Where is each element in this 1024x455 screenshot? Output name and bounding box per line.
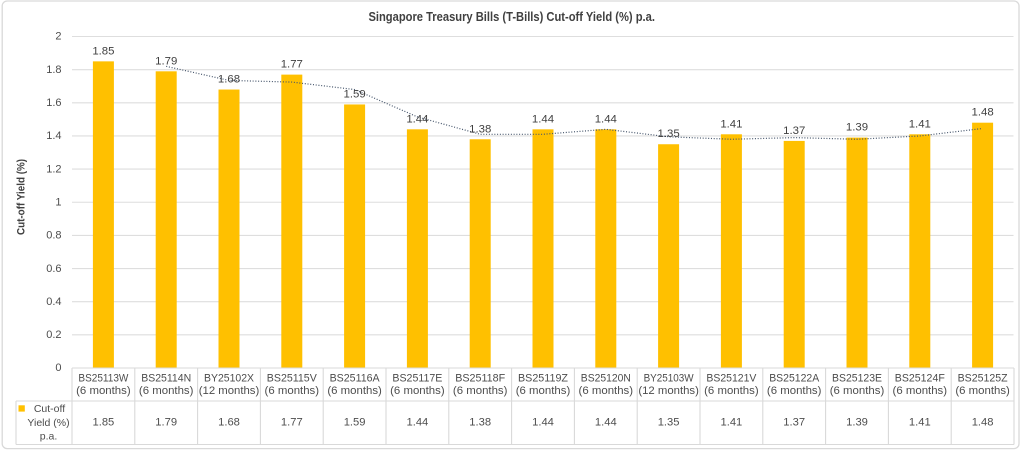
svg-text:(6 months): (6 months) — [139, 385, 194, 397]
svg-text:Yield (%): Yield (%) — [27, 417, 69, 429]
svg-text:(6 months): (6 months) — [767, 385, 822, 397]
svg-text:(6 months): (6 months) — [893, 385, 948, 397]
svg-text:1.2: 1.2 — [46, 163, 61, 175]
svg-text:0.8: 0.8 — [46, 230, 61, 242]
svg-text:1.41: 1.41 — [721, 417, 743, 429]
svg-text:BS25118F: BS25118F — [455, 372, 505, 384]
svg-text:BS25117E: BS25117E — [392, 372, 442, 384]
svg-text:1.8: 1.8 — [46, 64, 61, 76]
svg-text:BS25123E: BS25123E — [832, 372, 882, 384]
svg-text:1.77: 1.77 — [281, 59, 303, 71]
svg-text:(6 months): (6 months) — [327, 385, 382, 397]
svg-text:1.59: 1.59 — [344, 417, 366, 429]
svg-text:BS25119Z: BS25119Z — [518, 372, 568, 384]
svg-text:(6 months): (6 months) — [704, 385, 759, 397]
svg-text:1.38: 1.38 — [469, 417, 491, 429]
svg-text:1.41: 1.41 — [720, 118, 742, 130]
svg-text:1: 1 — [55, 196, 61, 208]
svg-text:BS25122A: BS25122A — [769, 372, 820, 384]
svg-text:1.38: 1.38 — [469, 123, 491, 135]
svg-text:BS25116A: BS25116A — [330, 372, 381, 384]
svg-text:2: 2 — [55, 31, 61, 43]
svg-text:0.2: 0.2 — [46, 329, 61, 341]
svg-text:BS25125Z: BS25125Z — [958, 372, 1008, 384]
svg-text:(6 months): (6 months) — [265, 385, 320, 397]
svg-text:(6 months): (6 months) — [830, 385, 885, 397]
svg-text:1.79: 1.79 — [155, 417, 177, 429]
svg-text:0.4: 0.4 — [46, 296, 61, 308]
svg-text:1.85: 1.85 — [92, 45, 114, 57]
svg-text:(6 months): (6 months) — [390, 385, 445, 397]
svg-text:Singapore Treasury Bills (T-Bi: Singapore Treasury Bills (T-Bills) Cut-o… — [368, 10, 655, 24]
svg-text:BY25102X: BY25102X — [204, 372, 254, 384]
svg-text:1.41: 1.41 — [909, 417, 931, 429]
svg-text:1.4: 1.4 — [46, 130, 61, 142]
svg-text:BS25113W: BS25113W — [78, 372, 129, 384]
svg-text:1.37: 1.37 — [783, 417, 805, 429]
svg-text:BS25120N: BS25120N — [581, 372, 631, 384]
svg-text:p.a.: p.a. — [40, 430, 58, 442]
svg-text:1.68: 1.68 — [218, 417, 240, 429]
svg-text:(12 months): (12 months) — [638, 385, 699, 397]
svg-text:1.6: 1.6 — [46, 97, 61, 109]
svg-text:1.44: 1.44 — [532, 417, 554, 429]
svg-text:1.44: 1.44 — [595, 417, 617, 429]
svg-text:1.85: 1.85 — [93, 417, 115, 429]
svg-text:1.59: 1.59 — [344, 88, 366, 100]
svg-text:(6 months): (6 months) — [579, 385, 634, 397]
svg-text:1.48: 1.48 — [972, 107, 994, 119]
svg-text:1.41: 1.41 — [909, 118, 931, 130]
svg-text:Cut-off: Cut-off — [34, 403, 65, 415]
svg-text:BS25114N: BS25114N — [141, 372, 191, 384]
svg-text:(6 months): (6 months) — [76, 385, 131, 397]
svg-text:1.39: 1.39 — [846, 122, 868, 134]
svg-text:0.6: 0.6 — [46, 263, 61, 275]
svg-text:1.44: 1.44 — [406, 113, 428, 125]
svg-text:1.48: 1.48 — [972, 417, 994, 429]
svg-text:BS25115V: BS25115V — [267, 372, 318, 384]
svg-text:(6 months): (6 months) — [453, 385, 508, 397]
svg-text:(6 months): (6 months) — [955, 385, 1010, 397]
svg-text:1.37: 1.37 — [783, 125, 805, 137]
svg-text:(12 months): (12 months) — [199, 385, 260, 397]
svg-text:1.79: 1.79 — [155, 55, 177, 67]
svg-text:1.44: 1.44 — [595, 113, 617, 125]
svg-text:BS25121V: BS25121V — [706, 372, 757, 384]
svg-text:1.35: 1.35 — [658, 128, 680, 140]
svg-text:1.44: 1.44 — [532, 113, 554, 125]
svg-text:1.39: 1.39 — [846, 417, 868, 429]
svg-text:BS25124F: BS25124F — [895, 372, 945, 384]
svg-text:1.77: 1.77 — [281, 417, 303, 429]
svg-text:1.35: 1.35 — [658, 417, 680, 429]
svg-text:(6 months): (6 months) — [516, 385, 571, 397]
svg-text:0: 0 — [55, 362, 61, 374]
svg-text:1.68: 1.68 — [218, 74, 240, 86]
svg-text:1.44: 1.44 — [407, 417, 429, 429]
svg-text:BY25103W: BY25103W — [644, 372, 695, 384]
svg-text:Cut-off Yield (%): Cut-off Yield (%) — [16, 159, 28, 235]
